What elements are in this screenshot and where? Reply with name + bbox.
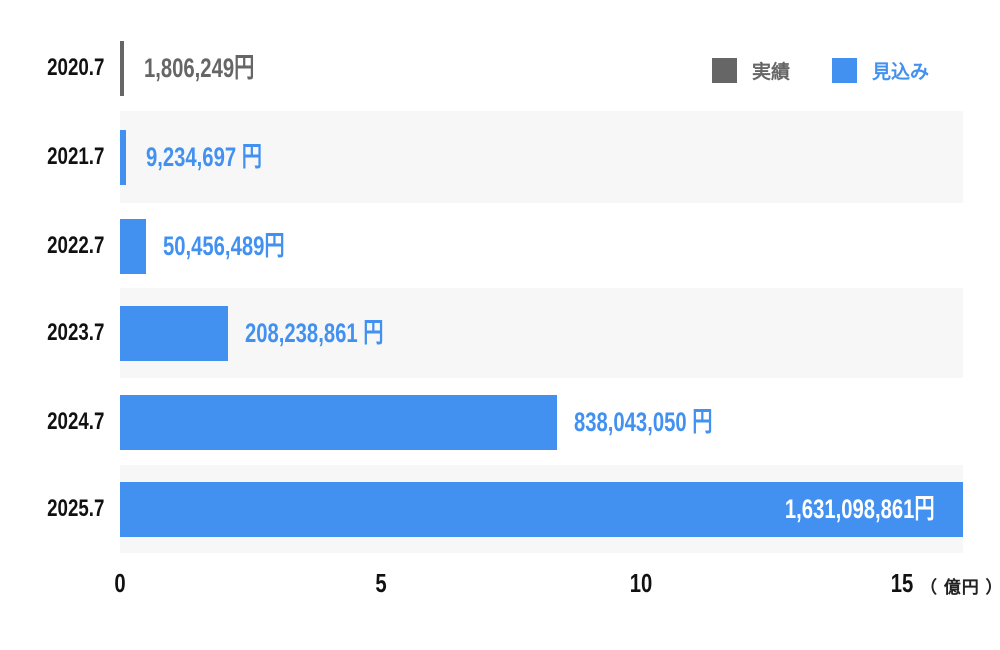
row-background [120,288,963,378]
row-background [120,203,963,288]
row-background [120,111,963,203]
x-axis-unit: （ 億円 ） [920,578,1000,597]
plot-area [120,25,963,553]
bar [120,218,147,274]
legend-item-actual: 実績 [712,57,790,84]
legend-item-forecast: 見込み [832,57,929,84]
bar [120,130,126,185]
x-tick-label: 5 [374,568,387,598]
data-label: 208,238,861 円 [245,318,384,348]
category-label: 2024.7 [46,407,104,435]
x-tick-label: 15 [890,568,913,598]
x-tick-label: 10 [629,568,653,598]
legend-label-actual: 実績 [752,62,791,83]
data-label: 838,043,050 円 [573,406,713,437]
legend-label-forecast: 見込み [872,62,930,83]
row-background [120,25,963,111]
data-label: 50,456,489円 [163,230,285,261]
data-label: 1,806,249円 [144,53,255,83]
data-label: 1,631,098,861円 [785,494,935,524]
legend-swatch-forecast [832,58,857,83]
bar [120,482,963,537]
legend-swatch-actual [712,58,737,83]
bar [120,41,124,96]
category-label: 2021.7 [46,143,104,170]
data-label: 9,234,697 円 [146,142,262,172]
category-label: 2023.7 [46,319,104,346]
category-label: 2022.7 [46,231,104,259]
bar [120,394,557,450]
category-label: 2025.7 [46,495,104,522]
x-tick-label: 0 [114,568,126,598]
category-label: 2020.7 [46,54,104,81]
bar [120,306,229,361]
